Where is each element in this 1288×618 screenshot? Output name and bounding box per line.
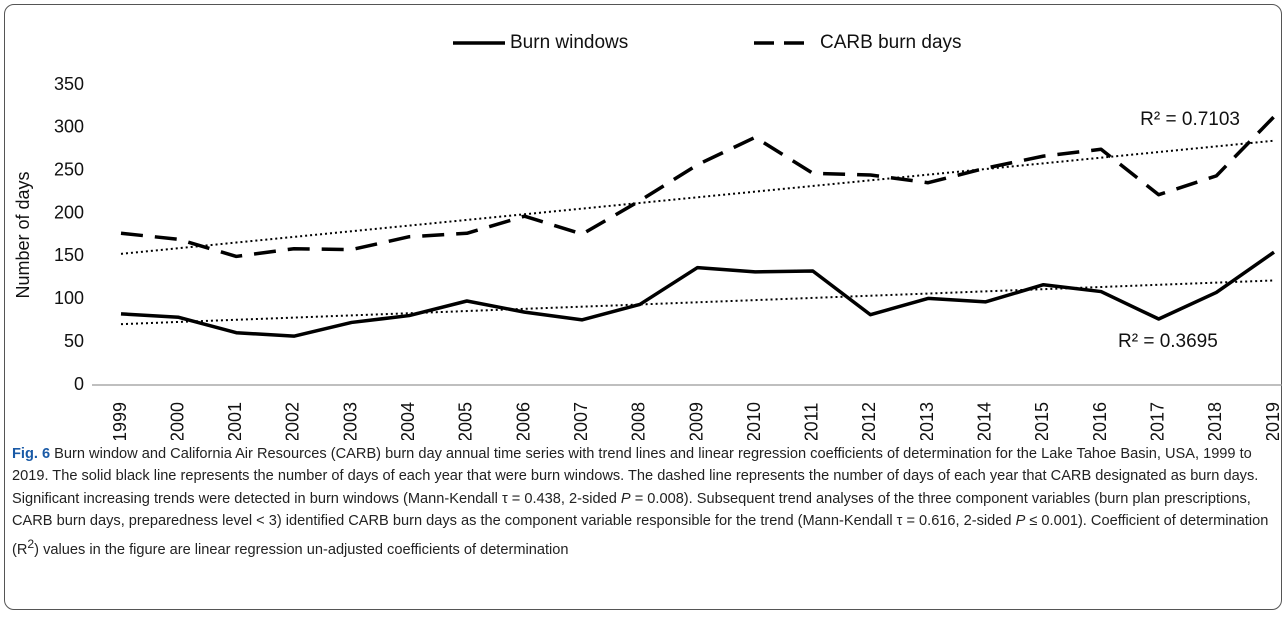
caption-label: Fig. 6 xyxy=(12,446,51,462)
annotation: R² = 0.7103 xyxy=(1140,109,1240,130)
caption-text: P xyxy=(1015,513,1026,530)
x-tick-label: 2004 xyxy=(398,402,418,440)
y-tick-label: 50 xyxy=(64,331,84,351)
x-tick-label: 2007 xyxy=(571,402,591,440)
y-tick-label: 300 xyxy=(54,117,84,137)
caption-text: 2 xyxy=(27,536,35,551)
x-tick-label: 2018 xyxy=(1205,402,1225,440)
y-axis-title: Number of days xyxy=(13,171,33,298)
caption-text: ) values in the figure are linear regres… xyxy=(34,541,569,558)
x-tick-label: 2011 xyxy=(802,403,822,440)
x-tick-label: 2017 xyxy=(1147,402,1167,440)
y-tick-label: 100 xyxy=(54,288,84,308)
series-line xyxy=(120,250,1276,338)
x-tick-label: 2006 xyxy=(513,402,533,440)
caption: Fig. 6 Burn window and California Air Re… xyxy=(12,443,1274,561)
annotation: R² = 0.3695 xyxy=(1118,331,1218,352)
chart: Number of days 0 50 100 150 200 250 300 350 1999… xyxy=(13,32,1283,440)
x-tick-label: 2009 xyxy=(686,402,706,440)
y-tick-label: 0 xyxy=(74,374,84,394)
x-tick-label: 2001 xyxy=(225,402,245,440)
x-tick-label: 1999 xyxy=(110,402,130,440)
x-tick-label: 2013 xyxy=(917,402,937,440)
y-tick-label: 250 xyxy=(54,159,84,179)
x-tick-label: 2014 xyxy=(975,402,995,440)
x-tick-label: 2005 xyxy=(456,402,476,440)
y-tick-label: 200 xyxy=(54,202,84,222)
trend-line xyxy=(120,139,1275,255)
x-tick-label: 2003 xyxy=(340,402,360,440)
y-tick-label: 350 xyxy=(54,74,84,94)
caption-text: = 0.008). Subsequent trend analyses of t… xyxy=(12,490,1251,530)
legend-label: Burn windows xyxy=(510,32,628,53)
x-tick-label: 2008 xyxy=(629,402,649,440)
x-tick-label: 2015 xyxy=(1032,402,1052,440)
x-tick-label: 2002 xyxy=(283,402,303,440)
trend-line xyxy=(120,279,1275,326)
figure xyxy=(4,4,1282,610)
x-tick-label: 2010 xyxy=(744,402,764,440)
x-tick-label: 2012 xyxy=(859,402,879,440)
caption-text: ≤ 0.001). Coefficient of determination (… xyxy=(12,513,1269,558)
caption-text: P xyxy=(620,490,631,507)
x-tick-label: 2019 xyxy=(1263,402,1283,440)
y-tick-label: 150 xyxy=(54,245,84,265)
x-tick-label: 2016 xyxy=(1090,402,1110,440)
series-line xyxy=(120,115,1276,259)
caption-text: Burn window and California Air Resources… xyxy=(12,446,1259,507)
x-tick-label: 2000 xyxy=(167,402,187,440)
legend-label: CARB burn days xyxy=(820,32,962,53)
